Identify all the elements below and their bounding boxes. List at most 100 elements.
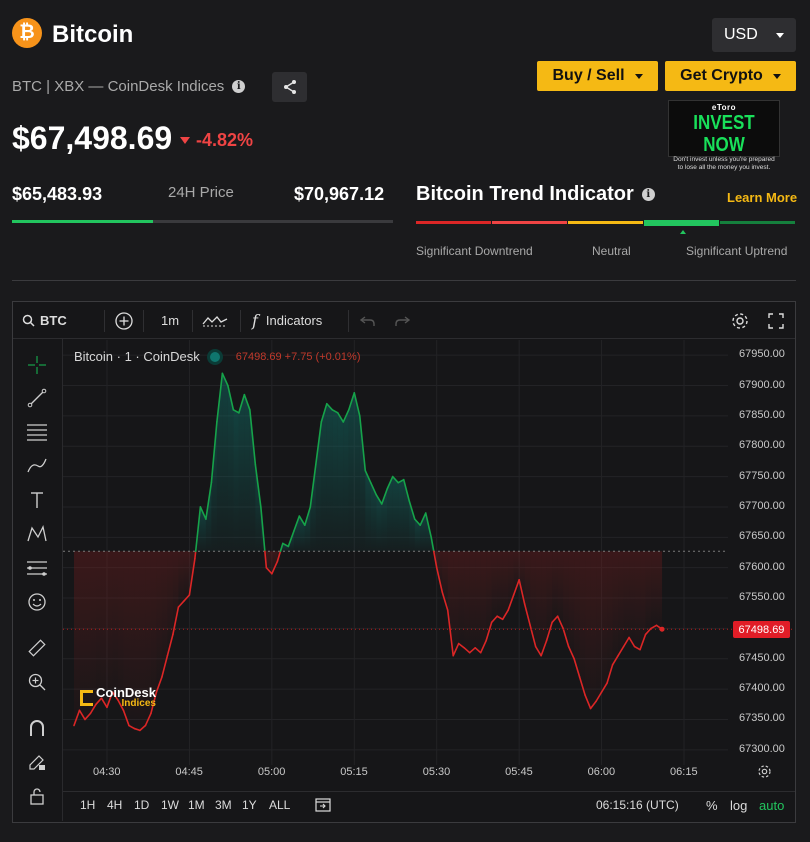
price-line-up [216,372,224,423]
price-line-down [556,615,564,630]
period-button-all[interactable]: ALL [269,798,291,812]
area-fill-down [464,551,470,653]
trend-segment [720,221,795,224]
trend-segment [492,221,567,224]
area-fill-down [480,551,487,653]
area-fill-down [596,551,602,702]
pattern-tool[interactable] [25,522,49,546]
trend-segment [644,220,719,226]
price-line-up [221,372,229,387]
ad-disclaimer: Don't invest unless you're prepared to l… [673,156,775,171]
get-crypto-button[interactable]: Get Crypto [665,61,796,91]
redo-button[interactable] [394,302,410,339]
price-line-down [172,606,180,636]
period-button-3m[interactable]: 3M [215,798,232,812]
redo-icon [395,315,410,326]
crosshair-tool[interactable] [25,353,49,377]
ad-banner[interactable]: eToro INVEST NOW Don't invest unless you… [668,100,780,171]
gear-icon [758,765,771,778]
area-fill-down [277,551,281,562]
price-line-up [210,421,218,484]
info-icon[interactable]: i [232,80,246,93]
price-line-down [468,647,476,654]
utc-time[interactable]: 06:15:16 (UTC) [596,798,679,812]
price-line-up [336,412,345,423]
share-button[interactable] [272,72,307,102]
coindesk-sub: Indices [121,698,156,709]
indicators-button[interactable]: f Indicators [252,302,322,339]
price-line-down [84,712,92,721]
axis-settings-button[interactable] [757,764,772,784]
drawing-toolbar [13,339,63,821]
area-fill-up [304,506,311,552]
fullscreen-button[interactable] [767,302,785,339]
zoom-in-icon [28,673,46,691]
period-button-1y[interactable]: 1Y [242,798,257,812]
share-icon [283,80,296,94]
period-button-4h[interactable]: 4H [107,798,123,812]
log-scale-button[interactable]: log [730,798,748,813]
area-fill-down [590,551,597,709]
price-line-down [95,697,103,706]
buy-sell-button[interactable]: Buy / Sell [537,61,658,91]
currency-select[interactable]: USD [712,18,796,52]
area-fill-down [112,551,118,701]
price-line-down [432,550,438,569]
area-fill-down [475,551,481,653]
area-fill-up [387,476,393,552]
percent-scale-button[interactable]: % [706,798,718,813]
area-fill-up [359,415,366,552]
symbol-search[interactable]: BTC [22,302,67,339]
trend-label-downtrend: Significant Downtrend [416,244,533,258]
chart-type-button[interactable] [202,302,228,339]
area-fill-down [623,551,630,647]
brush-tool[interactable] [25,454,49,478]
fib-tool[interactable] [25,420,49,444]
period-button-1h[interactable]: 1H [80,798,96,812]
ruler-tool[interactable] [25,636,49,660]
price-line-down [265,566,273,575]
area-fill-down [134,551,140,731]
area-fill-down [557,551,564,629]
price-line-down [534,645,542,657]
interval-button[interactable]: 1m [161,313,180,328]
date-range-button[interactable] [314,796,332,818]
area-fill-down [458,551,465,648]
lock-drawing-tool[interactable] [25,750,49,774]
price-line-down [117,699,125,712]
price-line-up [331,409,339,414]
period-button-1m[interactable]: 1M [188,798,205,812]
measure-lines-tool[interactable] [25,556,49,580]
horizontal-lines-icon [27,424,47,441]
area-fill-down [513,551,520,595]
plus-circle-icon [115,311,133,330]
area-fill-up [348,392,355,552]
price-line-down [639,633,647,651]
lock-tool[interactable] [25,784,49,808]
price-line-up [304,506,312,526]
learn-more-link[interactable]: Learn More [727,190,798,205]
add-compare-button[interactable] [114,302,134,339]
undo-button[interactable] [360,302,376,339]
magnet-tool[interactable] [25,716,49,740]
zoom-tool[interactable] [25,670,49,694]
period-button-1d[interactable]: 1D [134,798,150,812]
price-line-down [122,709,130,727]
settings-button[interactable] [730,302,750,339]
period-button-1w[interactable]: 1W [161,798,179,812]
area-fill-up [244,394,250,552]
auto-scale-button[interactable]: auto [759,798,785,813]
gear-icon [732,312,748,329]
price-line-down [73,709,81,727]
info-icon[interactable]: i [641,188,655,201]
price-chart[interactable] [63,340,795,791]
emoji-tool[interactable] [25,590,49,614]
page-title: Bitcoin [52,21,134,48]
area-fill-down [579,551,586,696]
area-fill-down [156,551,162,693]
magnet-icon [30,720,44,736]
price-line-down [474,647,482,654]
text-tool[interactable] [25,488,49,512]
trend-line-tool[interactable] [25,386,49,410]
price-line-down [106,691,114,709]
